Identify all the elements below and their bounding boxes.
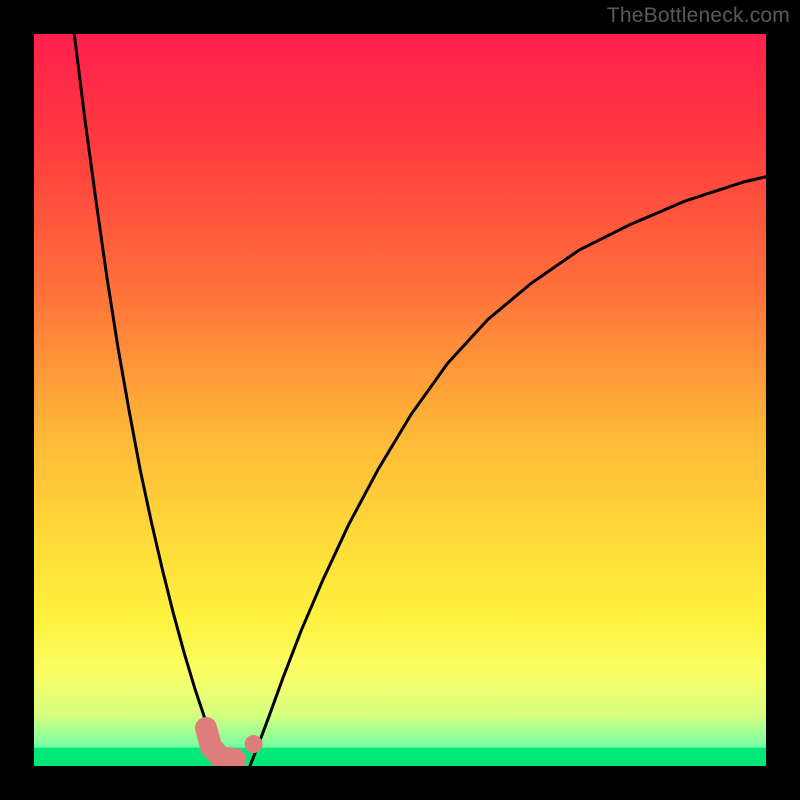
watermark-text: TheBottleneck.com — [607, 4, 790, 28]
chart-container: TheBottleneck.com — [0, 0, 800, 800]
bottleneck-chart — [34, 34, 766, 766]
gradient-background — [34, 34, 766, 766]
marker-dot — [245, 735, 263, 753]
plot-area — [34, 34, 766, 766]
green-baseline-stripe — [34, 748, 766, 766]
